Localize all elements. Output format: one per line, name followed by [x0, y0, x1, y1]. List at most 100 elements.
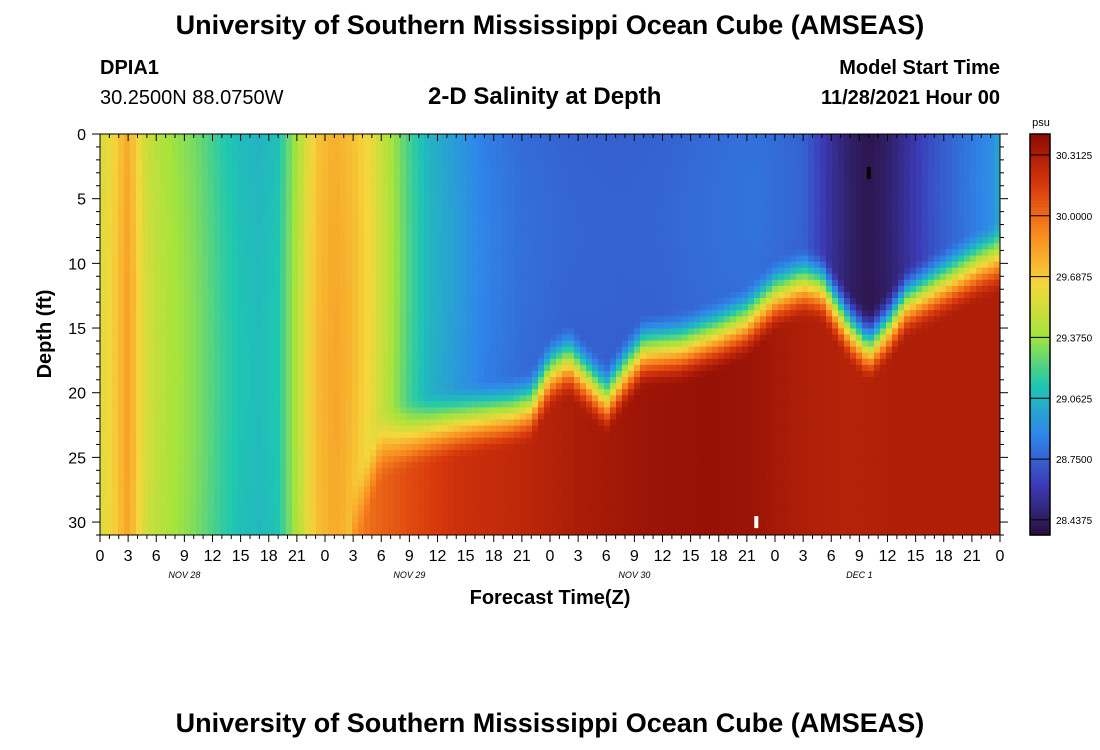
heatmap-cell	[364, 474, 371, 481]
heatmap-cell	[130, 377, 137, 384]
heatmap-cell	[214, 291, 221, 299]
heatmap-cell	[316, 352, 323, 360]
heatmap-cell	[424, 395, 431, 402]
heatmap-cell	[478, 431, 485, 439]
heatmap-cell	[406, 352, 413, 360]
heatmap-cell	[322, 316, 329, 323]
heatmap-cell	[514, 273, 521, 281]
heatmap-cell	[130, 164, 137, 172]
heatmap-cell	[274, 419, 281, 427]
heatmap-cell	[298, 194, 305, 202]
heatmap-cell	[202, 182, 209, 190]
heatmap-cell	[280, 134, 287, 141]
heatmap-cell	[334, 480, 341, 487]
heatmap-cell	[364, 462, 371, 469]
heatmap-cell	[502, 395, 509, 402]
heatmap-cell	[388, 528, 395, 535]
heatmap-cell	[346, 134, 353, 141]
heatmap-cell	[514, 346, 521, 354]
heatmap-cell	[142, 188, 149, 196]
heatmap-cell	[346, 291, 353, 299]
heatmap-cell	[214, 152, 221, 159]
heatmap-cell	[118, 425, 125, 433]
heatmap-cell	[280, 298, 287, 305]
heatmap-cell	[328, 413, 335, 421]
heatmap-cell	[220, 285, 227, 293]
heatmap-cell	[490, 468, 497, 475]
heatmap-cell	[544, 261, 551, 269]
heatmap-cell	[280, 249, 287, 257]
heatmap-cell	[310, 346, 317, 354]
heatmap-cell	[160, 407, 167, 415]
heatmap-cell	[262, 182, 269, 190]
heatmap-cell	[130, 182, 137, 190]
heatmap-cell	[430, 267, 437, 275]
heatmap-cell	[118, 231, 125, 238]
heatmap-cell	[442, 134, 449, 141]
heatmap-cell	[394, 176, 401, 184]
heatmap-cell	[346, 389, 353, 396]
heatmap-cell	[286, 443, 293, 451]
heatmap-cell	[202, 316, 209, 323]
heatmap-cell	[250, 419, 257, 427]
heatmap-cell	[268, 413, 275, 421]
heatmap-cell	[250, 243, 257, 251]
heatmap-cell	[154, 152, 161, 159]
heatmap-cell	[280, 237, 287, 244]
heatmap-cell	[424, 516, 431, 524]
heatmap-cell	[310, 140, 317, 147]
heatmap-cell	[418, 334, 425, 342]
heatmap-cell	[376, 510, 383, 518]
heatmap-cell	[220, 492, 227, 500]
heatmap-cell	[460, 352, 467, 360]
heatmap-cell	[298, 285, 305, 293]
heatmap-cell	[178, 164, 185, 172]
heatmap-cell	[466, 310, 473, 317]
heatmap-cell	[400, 492, 407, 500]
heatmap-cell	[310, 212, 317, 220]
heatmap-cell	[532, 322, 539, 330]
heatmap-cell	[238, 486, 245, 494]
heatmap-cell	[352, 346, 359, 354]
heatmap-cell	[124, 231, 131, 238]
heatmap-cell	[280, 443, 287, 451]
heatmap-cell	[496, 237, 503, 244]
heatmap-cell	[136, 158, 143, 165]
heatmap-cell	[412, 510, 419, 518]
heatmap-cell	[364, 352, 371, 360]
heatmap-cell	[196, 243, 203, 251]
heatmap-cell	[436, 395, 443, 402]
heatmap-cell	[196, 328, 203, 336]
heatmap-cell	[142, 140, 149, 147]
heatmap-cell	[508, 255, 515, 263]
heatmap-cell	[490, 146, 497, 153]
heatmap-cell	[520, 413, 527, 421]
heatmap-cell	[484, 219, 491, 226]
heatmap-cell	[298, 212, 305, 220]
heatmap-cell	[130, 237, 137, 244]
heatmap-cell	[406, 194, 413, 202]
heatmap-cell	[232, 364, 239, 372]
heatmap-cell	[328, 516, 335, 524]
heatmap-cell	[442, 304, 449, 311]
heatmap-cell	[118, 237, 125, 244]
heatmap-cell	[400, 340, 407, 348]
heatmap-cell	[154, 389, 161, 396]
heatmap-cell	[502, 377, 509, 384]
heatmap-cell	[196, 298, 203, 305]
heatmap-cell	[256, 334, 263, 342]
heatmap-cell	[148, 419, 155, 427]
heatmap-cell	[232, 334, 239, 342]
heatmap-cell	[520, 443, 527, 451]
heatmap-cell	[508, 425, 515, 433]
heatmap-cell	[220, 322, 227, 330]
heatmap-cell	[454, 298, 461, 305]
heatmap-cell	[310, 486, 317, 494]
heatmap-cell	[274, 170, 281, 178]
heatmap-cell	[454, 164, 461, 172]
heatmap-cell	[364, 395, 371, 402]
heatmap-cell	[442, 243, 449, 251]
heatmap-cell	[316, 322, 323, 330]
heatmap-cell	[196, 170, 203, 178]
heatmap-cell	[112, 413, 119, 421]
